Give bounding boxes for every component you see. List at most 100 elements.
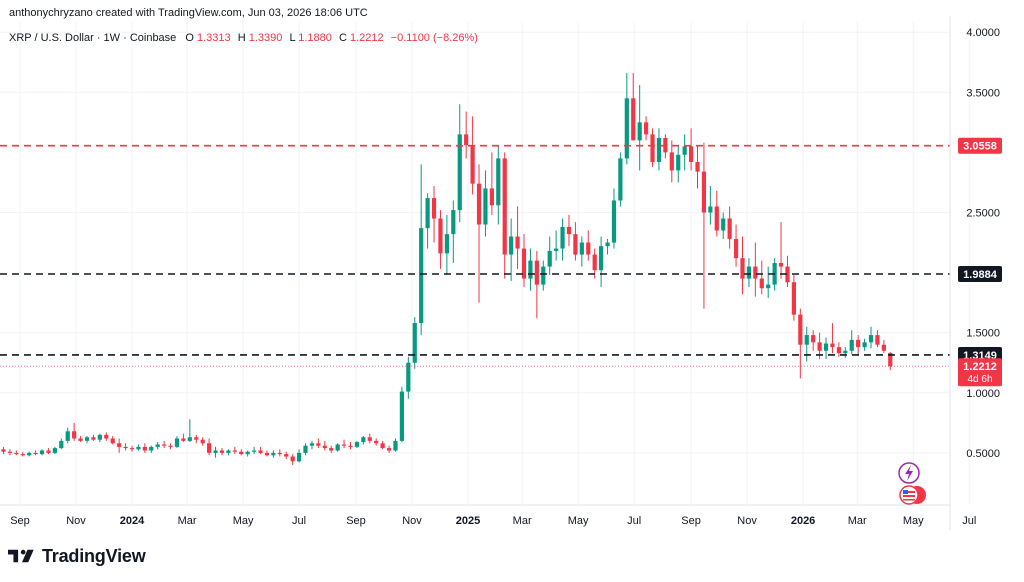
candle[interactable] <box>669 140 674 183</box>
candle[interactable] <box>187 419 192 443</box>
candle-body[interactable] <box>656 137 662 163</box>
candle-body[interactable] <box>412 323 417 363</box>
candle[interactable] <box>1 446 6 455</box>
candle[interactable] <box>753 242 758 297</box>
candle-body[interactable] <box>464 134 469 146</box>
candle[interactable] <box>341 439 347 449</box>
candle-body[interactable] <box>290 456 295 462</box>
candle[interactable] <box>624 73 629 165</box>
candle[interactable] <box>528 248 533 291</box>
candle[interactable] <box>59 438 64 450</box>
candle[interactable] <box>444 214 449 274</box>
candle[interactable] <box>785 255 790 288</box>
candle[interactable] <box>284 451 289 459</box>
candle-body[interactable] <box>605 242 610 247</box>
candle[interactable] <box>219 448 225 456</box>
candle-body[interactable] <box>830 343 835 348</box>
candle[interactable] <box>862 338 867 351</box>
candle-body[interactable] <box>701 171 707 213</box>
candle[interactable] <box>296 449 302 463</box>
candle[interactable] <box>399 386 405 443</box>
candle[interactable] <box>579 236 584 267</box>
candle-body[interactable] <box>245 451 250 455</box>
candle-body[interactable] <box>509 236 514 255</box>
candle-body[interactable] <box>798 314 803 345</box>
candle-body[interactable] <box>643 122 649 135</box>
candle[interactable] <box>149 445 154 453</box>
candle[interactable] <box>46 448 51 455</box>
candle-body[interactable] <box>740 258 745 279</box>
candle-body[interactable] <box>59 440 64 449</box>
candle-body[interactable] <box>14 452 19 455</box>
candle-body[interactable] <box>856 339 861 348</box>
candle-body[interactable] <box>419 228 424 324</box>
candle-body[interactable] <box>1 449 6 452</box>
candle-body[interactable] <box>881 344 886 351</box>
candle-body[interactable] <box>46 450 51 453</box>
candle-body[interactable] <box>592 254 597 271</box>
candle[interactable] <box>155 442 160 450</box>
candle[interactable] <box>232 446 237 455</box>
candle[interactable] <box>483 170 488 237</box>
candle-body[interactable] <box>804 335 809 345</box>
candle-body[interactable] <box>284 454 289 457</box>
candle-body[interactable] <box>251 450 257 452</box>
candle-body[interactable] <box>78 438 83 441</box>
candle-body[interactable] <box>875 335 880 345</box>
candle-body[interactable] <box>579 242 584 255</box>
candle[interactable] <box>78 436 83 443</box>
candle[interactable] <box>541 260 546 291</box>
candle-body[interactable] <box>162 444 167 446</box>
candle-body[interactable] <box>20 454 25 456</box>
candle[interactable] <box>348 442 353 450</box>
candle-body[interactable] <box>618 158 623 201</box>
candle[interactable] <box>84 436 90 444</box>
candle[interactable] <box>521 234 527 288</box>
candle-body[interactable] <box>721 218 726 231</box>
candle[interactable] <box>759 260 764 295</box>
candle-body[interactable] <box>573 234 578 255</box>
candle-body[interactable] <box>708 206 713 213</box>
candle[interactable] <box>97 433 102 443</box>
candle-body[interactable] <box>759 278 764 289</box>
candle-body[interactable] <box>676 154 681 171</box>
candle-body[interactable] <box>399 391 405 441</box>
candle[interactable] <box>515 206 520 269</box>
candle[interactable] <box>611 188 617 249</box>
candle[interactable] <box>14 450 19 456</box>
candle-body[interactable] <box>91 437 96 440</box>
candle[interactable] <box>856 335 861 355</box>
us-flag-coin-icon[interactable] <box>899 485 926 505</box>
candle[interactable] <box>721 212 726 239</box>
candle[interactable] <box>316 438 321 449</box>
candle[interactable] <box>682 134 687 171</box>
candle[interactable] <box>258 446 263 455</box>
candle[interactable] <box>534 250 539 319</box>
candle-body[interactable] <box>129 448 135 450</box>
candle[interactable] <box>708 186 713 225</box>
candle[interactable] <box>406 356 411 399</box>
candle[interactable] <box>643 116 649 141</box>
candle-body[interactable] <box>361 437 366 443</box>
candle[interactable] <box>830 323 835 354</box>
candle[interactable] <box>849 330 854 355</box>
candle-body[interactable] <box>766 284 771 289</box>
candle[interactable] <box>33 450 38 456</box>
candle[interactable] <box>695 145 700 189</box>
candle[interactable] <box>303 443 308 456</box>
candle-body[interactable] <box>104 434 109 439</box>
candle-body[interactable] <box>778 262 784 267</box>
level-price-tag[interactable] <box>958 137 1002 154</box>
candle[interactable] <box>599 236 604 288</box>
candle[interactable] <box>226 449 231 456</box>
candle[interactable] <box>676 146 681 183</box>
candle-body[interactable] <box>303 445 308 453</box>
candle-body[interactable] <box>444 234 449 254</box>
candle-body[interactable] <box>406 362 411 392</box>
candle[interactable] <box>174 436 180 449</box>
candle[interactable] <box>367 433 372 444</box>
candle-body[interactable] <box>791 282 797 315</box>
candle-body[interactable] <box>84 437 90 441</box>
candle-body[interactable] <box>271 452 276 456</box>
candle[interactable] <box>509 218 514 282</box>
